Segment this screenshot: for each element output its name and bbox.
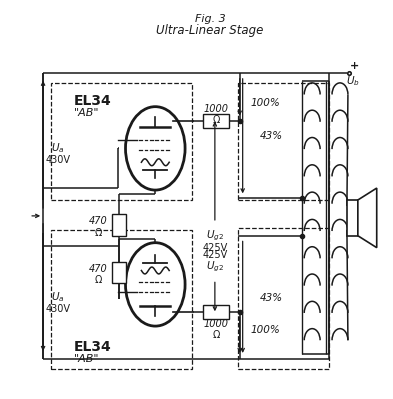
Text: 43%: 43%	[259, 130, 283, 140]
Text: $U_a$: $U_a$	[51, 142, 65, 155]
Text: 43%: 43%	[259, 293, 283, 303]
Text: 1000: 1000	[204, 104, 229, 114]
Text: 470: 470	[89, 263, 108, 273]
Text: Fig. 3: Fig. 3	[195, 14, 225, 24]
Text: 430V: 430V	[46, 155, 70, 165]
Text: $U_a$: $U_a$	[51, 290, 65, 304]
Bar	[204, 114, 229, 128]
Text: EL34: EL34	[74, 340, 112, 354]
Text: 470: 470	[89, 216, 108, 226]
Bar	[204, 305, 229, 319]
Bar	[51, 83, 192, 200]
Ellipse shape	[125, 107, 185, 190]
Text: "AB": "AB"	[74, 354, 99, 364]
Text: 100%: 100%	[250, 325, 280, 335]
Text: Ω: Ω	[213, 330, 220, 340]
Text: $U_{g2}$: $U_{g2}$	[206, 229, 224, 243]
Bar	[238, 228, 329, 369]
Ellipse shape	[125, 243, 185, 326]
Text: 425V: 425V	[202, 243, 228, 253]
Text: Ω: Ω	[95, 228, 103, 238]
Text: 100%: 100%	[250, 98, 280, 108]
Text: 1000: 1000	[204, 319, 229, 329]
Polygon shape	[358, 188, 377, 248]
Text: Ultra-Linear Stage: Ultra-Linear Stage	[156, 24, 264, 37]
Bar	[51, 230, 192, 369]
Bar	[238, 83, 329, 200]
Text: EL34: EL34	[74, 94, 112, 108]
Text: Ω: Ω	[95, 275, 103, 285]
Bar	[112, 262, 125, 283]
Text: 430V: 430V	[46, 304, 70, 314]
Text: "AB": "AB"	[74, 108, 99, 118]
Text: $U_b$: $U_b$	[346, 74, 360, 88]
Text: +: +	[350, 61, 360, 71]
Text: $U_{g2}$: $U_{g2}$	[206, 259, 224, 274]
Text: 425V: 425V	[202, 250, 228, 260]
Text: Ω: Ω	[213, 115, 220, 124]
Bar	[112, 214, 125, 236]
Bar	[347, 200, 358, 236]
